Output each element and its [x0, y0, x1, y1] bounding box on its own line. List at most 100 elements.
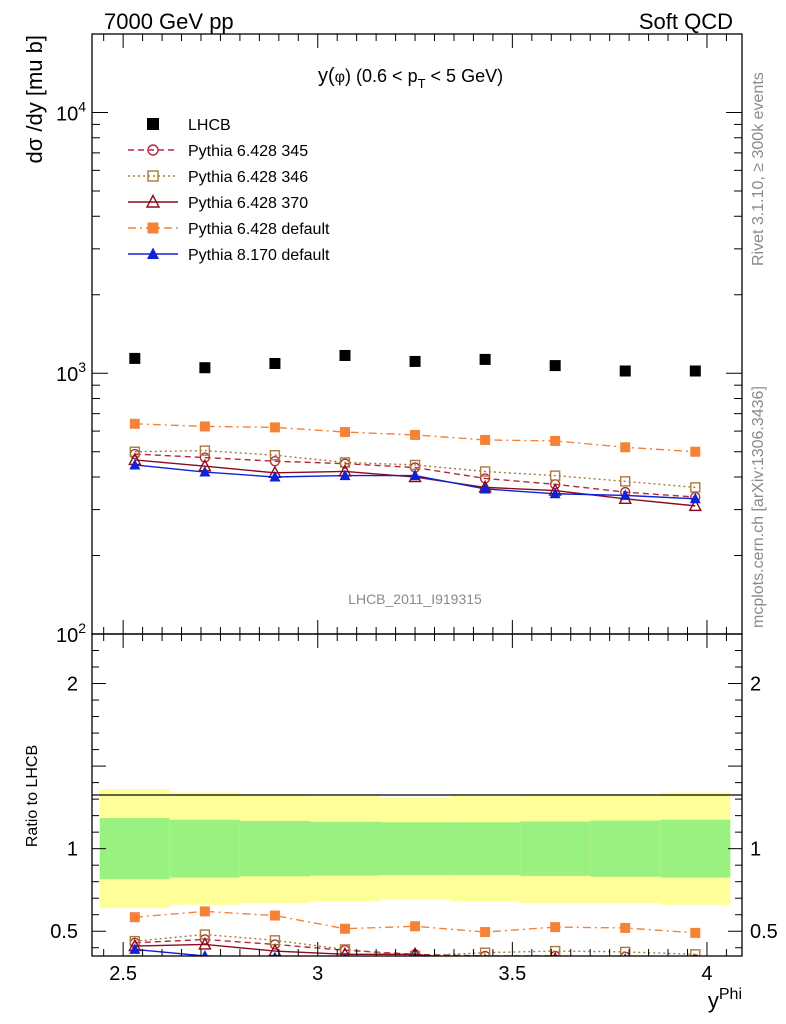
ratio-point-pythia-6-428-default	[480, 927, 491, 938]
ratio-point-pythia-6-428-default	[199, 906, 210, 917]
band-inner-bin	[239, 820, 310, 877]
point-lhcb	[549, 360, 561, 372]
ratio-point-pythia-6-428-370	[690, 958, 701, 969]
ratio-point-pythia-6-428-370	[340, 946, 350, 956]
x-axis-label-base: y	[708, 988, 719, 1013]
point-pythia-6-428-default	[480, 434, 491, 445]
point-pythia-6-428-default	[690, 446, 701, 457]
point-pythia-6-428-346	[409, 459, 421, 471]
point-lhcb	[269, 357, 281, 369]
ratio-point-pythia-6-428-345	[691, 954, 700, 956]
band-inner-bin	[450, 822, 521, 876]
ratio-tick-label-left: 0.5	[50, 921, 78, 943]
point-lhcb	[409, 355, 421, 367]
point-pythia-8-170-default	[199, 466, 211, 477]
ratio-point-pythia-6-428-370	[410, 946, 420, 956]
ratio-point-pythia-8-170-default	[272, 951, 278, 956]
legend-marker	[147, 118, 159, 130]
point-pythia-6-428-346	[690, 482, 701, 493]
legend-item-pythia-6-428-346: Pythia 6.428 346	[128, 169, 308, 186]
legend-item-pythia-6-428-default: Pythia 6.428 default	[128, 221, 330, 238]
header-right: Soft QCD	[639, 9, 733, 34]
legend-label: Pythia 6.428 345	[188, 143, 308, 160]
series-line-pythia-6-428-346	[134, 449, 696, 489]
point-pythia-8-170-default	[479, 482, 491, 494]
legend: LHCB Pythia 6.428 345 Pythia 6.428 346 Pyth…	[128, 117, 330, 264]
legend-item-pythia-6-428-345: Pythia 6.428 345	[128, 143, 308, 160]
y-tick-label: 104	[56, 98, 86, 125]
point-pythia-6-428-346	[199, 445, 211, 456]
point-lhcb	[479, 353, 491, 365]
band-inner-bin	[590, 820, 661, 877]
rivet-label: Rivet 3.1.10, ≥ 300k events	[750, 72, 767, 266]
ratio-tick-label-left: 2	[67, 674, 78, 696]
band-inner-bin	[660, 819, 731, 878]
analysis-tag: LHCB_2011_I919315	[348, 591, 482, 607]
legend-item-lhcb: LHCB	[147, 117, 231, 134]
band-inner-bin	[99, 818, 170, 880]
point-pythia-8-170-default	[269, 471, 281, 482]
x-tick-label: 3.5	[498, 963, 526, 985]
ratio-point-pythia-6-428-346	[479, 947, 491, 956]
mcplots-label: mcplots.cern.ch [arXiv:1306.3436]	[750, 386, 767, 628]
point-pythia-6-428-346	[549, 470, 561, 481]
point-pythia-6-428-default	[550, 435, 561, 446]
legend-marker	[147, 170, 159, 182]
ratio-point-pythia-6-428-default	[620, 922, 631, 933]
x-axis-label-sup: Phi	[719, 986, 742, 1003]
series-line-pythia-6-428-345	[134, 453, 696, 498]
ratio-point-pythia-8-170-default	[623, 953, 627, 956]
legend-label: Pythia 6.428 default	[188, 221, 330, 238]
point-pythia-8-170-default	[619, 489, 631, 500]
point-pythia-6-428-346	[269, 449, 281, 461]
point-lhcb	[199, 362, 211, 374]
point-pythia-6-428-default	[620, 442, 631, 453]
ratio-point-pythia-6-428-default	[410, 921, 421, 932]
point-pythia-6-428-default	[339, 427, 350, 438]
legend-marker	[147, 144, 159, 156]
point-pythia-6-428-default	[129, 418, 140, 429]
ratio-point-pythia-6-428-default	[129, 912, 140, 923]
point-lhcb	[619, 365, 631, 377]
legend-item-pythia-8-170-default: Pythia 8.170 default	[128, 247, 330, 264]
point-pythia-8-170-default	[339, 469, 351, 481]
header-left: 7000 GeV pp	[104, 9, 234, 34]
ratio-plot-frame	[91, 633, 743, 957]
ratio-point-pythia-6-428-default	[339, 923, 350, 934]
legend-label: Pythia 6.428 370	[188, 195, 308, 212]
x-tick-label: 4	[701, 963, 712, 985]
point-lhcb	[689, 365, 701, 377]
point-pythia-6-428-370	[688, 498, 702, 512]
ratio-tick-label-left: 1	[67, 839, 78, 861]
ratio-point-pythia-6-428-default	[550, 922, 561, 933]
ratio-series-group	[128, 906, 701, 969]
series-line-pythia-6-428-default	[134, 423, 696, 453]
legend-label: Pythia 8.170 default	[188, 247, 330, 264]
data-uncertainty-bands	[99, 789, 731, 909]
point-pythia-8-170-default	[129, 458, 141, 470]
ratio-point-pythia-8-170-default	[201, 950, 209, 956]
point-pythia-6-428-346	[129, 446, 141, 457]
point-pythia-6-428-default	[410, 429, 421, 440]
legend-marker	[145, 193, 161, 208]
y-tick-label: 103	[56, 359, 86, 386]
point-pythia-6-428-346	[479, 466, 491, 477]
point-pythia-6-428-345	[479, 473, 491, 484]
ratio-tick-label-right: 1	[750, 839, 761, 861]
ratio-line-pythia-6-428-default	[134, 910, 696, 934]
axis-ticks: 2.5 3 3.5 4 102 103 104 0.5 0.5 1 1 2 2	[50, 33, 778, 985]
legend-label: Pythia 6.428 346	[188, 169, 308, 186]
title-rest2: < 5 GeV)	[426, 66, 504, 86]
ratio-tick-label-right: 0.5	[750, 921, 778, 943]
ratio-point-pythia-6-428-default	[690, 927, 701, 938]
plot-title: y(φ) (0.6 < pT < 5 GeV)	[318, 65, 503, 91]
legend-marker	[147, 222, 159, 234]
band-inner-bin	[309, 821, 381, 876]
point-pythia-6-428-default	[269, 422, 280, 433]
point-lhcb	[339, 349, 351, 361]
ratio-point-pythia-8-170-default	[343, 952, 347, 956]
y-axis-label: dσ /dy [mu b]	[22, 35, 47, 164]
point-pythia-8-170-default	[409, 469, 421, 481]
ratio-point-pythia-8-170-default	[129, 943, 141, 954]
